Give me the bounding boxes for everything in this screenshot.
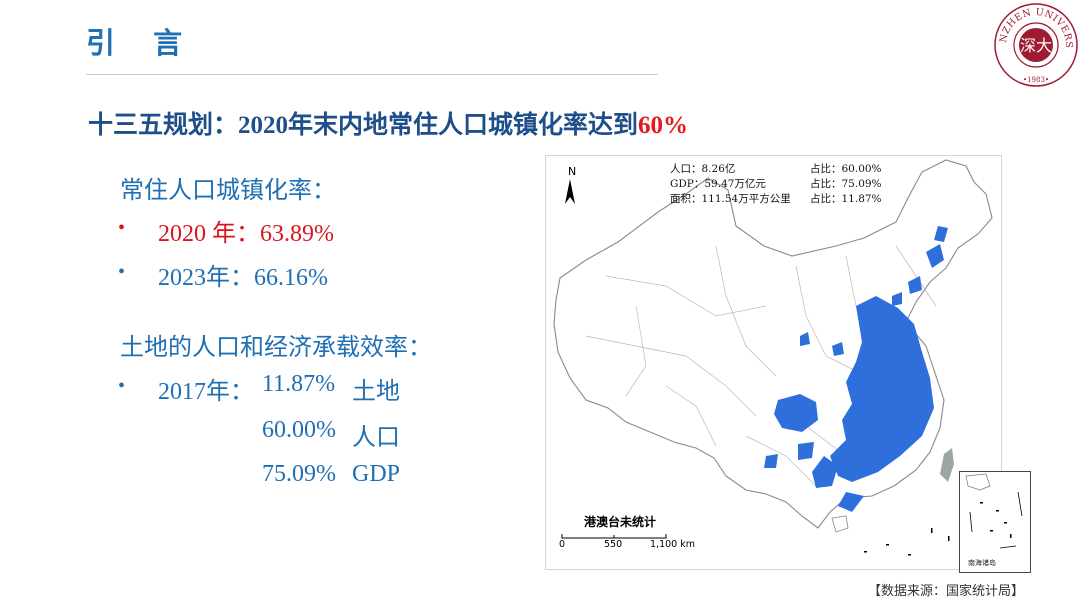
scale-label-550: 550 bbox=[604, 539, 623, 550]
inset-label: 南海诸岛 bbox=[968, 559, 996, 567]
headline-main: 十三五规划：2020年末内地常住人口城镇化率达到 bbox=[88, 112, 639, 139]
scale-label-0: 0 bbox=[559, 539, 566, 550]
efficiency-gdp-label: GDP bbox=[352, 461, 401, 487]
efficiency-gdp-value: 75.09% bbox=[262, 461, 336, 487]
island-marks bbox=[864, 528, 950, 556]
urbanization-heading: 常住人口城镇化率： bbox=[120, 178, 336, 204]
stat-population-share: 占比：60.00% bbox=[810, 163, 882, 175]
efficiency-year: 2017年： bbox=[158, 379, 254, 405]
stat-population: 人口：8.26亿 bbox=[670, 163, 736, 175]
efficiency-land-label: 土地 bbox=[352, 379, 400, 405]
data-source: 【数据来源：国家统计局】 bbox=[868, 584, 1025, 599]
north-arrow-icon bbox=[565, 179, 575, 204]
china-outline bbox=[553, 159, 993, 529]
stat-gdp-share: 占比：75.09% bbox=[810, 178, 882, 190]
scale-label-1100: 1,100 km bbox=[650, 539, 695, 550]
scale-bar bbox=[561, 534, 667, 539]
university-logo: SHENZHEN UNIVERSITY 深大 •1983• bbox=[993, 2, 1078, 87]
efficiency-pop-label: 人口 bbox=[352, 425, 400, 451]
map-note: 港澳台未统计 bbox=[584, 515, 657, 529]
stat-area: 面积：111.54万平方公里 bbox=[670, 193, 791, 205]
bullet: • bbox=[118, 217, 126, 239]
south-china-sea-inset: 南海诸岛 bbox=[959, 471, 1031, 573]
headline: 十三五规划：2020年末内地常住人口城镇化率达到60% bbox=[88, 105, 688, 141]
bullet: • bbox=[118, 261, 126, 283]
svg-text:深大: 深大 bbox=[1020, 36, 1052, 55]
taiwan-shape bbox=[940, 448, 954, 482]
headline-highlight: 60% bbox=[638, 112, 689, 139]
efficiency-pop-value: 60.00% bbox=[262, 417, 336, 443]
efficiency-heading: 土地的人口和经济承载效率： bbox=[120, 335, 432, 361]
title-divider bbox=[86, 74, 658, 75]
urbanization-2020: 2020 年：63.89% bbox=[158, 221, 334, 247]
urbanization-2023: 2023年：66.16% bbox=[158, 265, 328, 291]
inset-graphic bbox=[965, 473, 1023, 549]
logo-year: •1983• bbox=[1023, 76, 1049, 84]
efficiency-land-value: 11.87% bbox=[262, 371, 336, 397]
stat-area-share: 占比：11.87% bbox=[810, 193, 882, 205]
map-graphic: N bbox=[553, 159, 993, 556]
hainan-shape bbox=[831, 515, 849, 533]
north-label: N bbox=[568, 165, 576, 178]
stat-gdp: GDP：59.47万亿元 bbox=[670, 178, 766, 190]
china-map: N bbox=[545, 155, 1031, 573]
slide-title: 引 言 bbox=[86, 26, 197, 60]
urban-highlight-areas bbox=[764, 226, 948, 512]
bullet: • bbox=[118, 375, 126, 397]
